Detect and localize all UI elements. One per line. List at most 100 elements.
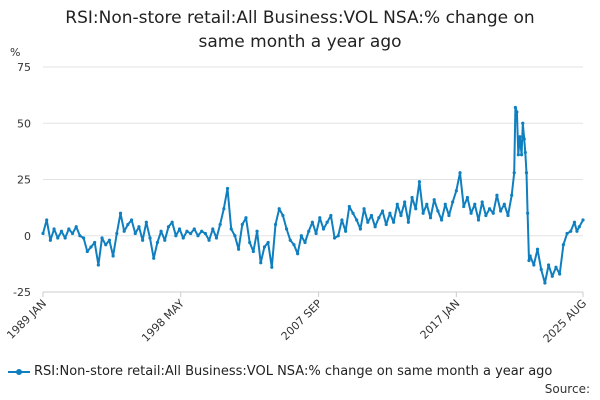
data-point — [388, 211, 392, 215]
data-point — [515, 110, 519, 114]
data-point — [347, 204, 351, 209]
data-point — [307, 229, 311, 233]
chart-title-line-2: same month a year ago — [198, 32, 402, 52]
data-point — [550, 274, 554, 278]
data-point — [107, 238, 112, 242]
legend[interactable]: RSI:Non-store retail:All Business:VOL NS… — [8, 364, 598, 379]
data-point — [152, 256, 156, 260]
data-point — [561, 243, 565, 247]
data-point — [63, 236, 67, 240]
data-point — [516, 153, 520, 157]
y-tick-label: 0 — [24, 230, 31, 243]
data-point — [554, 265, 558, 269]
data-point — [277, 207, 281, 211]
data-point — [425, 202, 429, 206]
data-point — [52, 227, 56, 231]
x-tick-label: 2017 JAN — [418, 297, 463, 342]
chart-title-line-1: RSI:Non-store retail:All Business:VOL NS… — [65, 8, 535, 28]
data-point — [299, 234, 303, 238]
data-point — [104, 243, 108, 247]
data-point — [288, 238, 292, 242]
chart-title: RSI:Non-store retail:All Business:VOL NS… — [0, 6, 600, 54]
data-point — [535, 247, 540, 251]
data-point — [259, 261, 263, 265]
data-point — [155, 240, 160, 245]
x-tick-label: 2025 AUG — [541, 297, 590, 346]
data-point — [240, 222, 244, 227]
data-point — [532, 263, 536, 267]
data-point — [218, 222, 222, 227]
data-point — [248, 240, 252, 245]
data-point — [436, 209, 440, 213]
data-point — [321, 227, 326, 231]
data-point — [296, 252, 300, 256]
data-point — [96, 263, 100, 267]
data-point — [93, 240, 97, 245]
data-point — [447, 213, 451, 218]
data-point — [403, 200, 407, 204]
y-axis-unit-label: % — [10, 46, 20, 59]
data-point — [336, 234, 340, 238]
y-tick-label: -25 — [13, 286, 31, 299]
data-point — [115, 231, 119, 236]
data-point — [414, 207, 418, 211]
series-line — [42, 106, 584, 284]
data-point — [45, 218, 49, 222]
data-point — [458, 171, 462, 175]
data-point — [392, 220, 396, 224]
data-point — [499, 209, 503, 213]
data-point — [577, 225, 581, 229]
data-point — [480, 200, 484, 204]
data-point — [417, 180, 422, 184]
data-point — [59, 229, 64, 233]
data-point — [355, 218, 359, 222]
axis-layer: -25 0 25 50 75% 1989 JAN 1998 MAY 2007 SEP 2017 … — [4, 46, 589, 345]
source-label: Source: — [544, 382, 590, 396]
data-point — [366, 220, 370, 224]
data-point — [344, 229, 348, 233]
data-point — [332, 236, 337, 240]
data-point — [513, 105, 517, 110]
data-point — [473, 202, 477, 206]
data-point — [506, 213, 510, 218]
data-point — [377, 216, 381, 220]
data-point — [547, 263, 551, 267]
data-point — [380, 209, 385, 213]
data-point — [144, 220, 148, 224]
data-point — [565, 231, 569, 236]
data-point — [233, 234, 237, 238]
data-point — [314, 231, 318, 236]
data-point — [351, 211, 355, 215]
data-point — [163, 238, 167, 242]
data-point — [67, 227, 71, 231]
y-tick-label: 50 — [17, 117, 31, 130]
data-point — [185, 229, 189, 233]
data-point — [432, 198, 436, 202]
data-point — [518, 135, 522, 139]
data-point — [421, 211, 425, 215]
data-point — [469, 211, 473, 215]
data-point — [395, 202, 399, 206]
data-point — [512, 171, 516, 175]
data-point — [558, 272, 562, 276]
data-point — [126, 222, 130, 227]
data-point — [262, 245, 267, 249]
data-point — [236, 247, 241, 251]
data-point — [159, 229, 163, 233]
data-point — [189, 231, 193, 236]
data-point — [451, 200, 455, 204]
data-point — [203, 231, 207, 236]
data-point — [118, 211, 123, 215]
data-point — [137, 225, 141, 229]
data-point — [70, 231, 75, 236]
data-point — [56, 236, 60, 240]
data-point — [495, 193, 499, 197]
data-point — [207, 238, 211, 242]
data-point — [443, 202, 447, 206]
data-point — [510, 193, 514, 197]
data-point — [465, 195, 470, 200]
data-point — [399, 213, 403, 218]
data-point — [281, 213, 285, 218]
data-point — [78, 234, 82, 238]
